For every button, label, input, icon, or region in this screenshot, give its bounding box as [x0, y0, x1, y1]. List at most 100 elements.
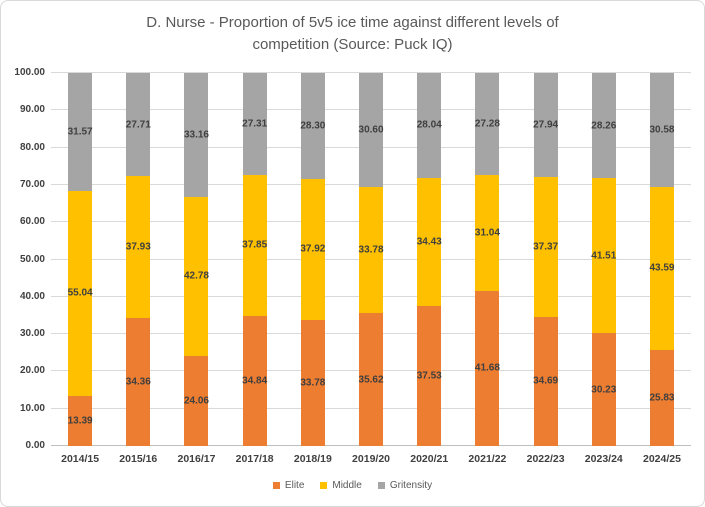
- bar-segment-label: 31.57: [67, 126, 93, 138]
- bar-segment-elite: 34.36: [125, 317, 151, 446]
- x-tick-label: 2024/25: [642, 453, 681, 465]
- bar-segment-label: 41.68: [474, 362, 500, 374]
- bar-stack: 35.62 33.78 30.60: [358, 73, 384, 446]
- bar-segment-gritensity: 27.28: [474, 73, 500, 175]
- plot-area: 13.39 55.04 31.57 34.36 37.93 27.71 24.06 42.78…: [51, 72, 691, 446]
- legend-label: Middle: [332, 480, 362, 491]
- bar-segment-elite: 30.23: [591, 333, 617, 446]
- bar-segment-middle: 37.37: [533, 177, 559, 317]
- bar-segment-gritensity: 28.26: [591, 73, 617, 179]
- legend-label: Gritensity: [389, 480, 433, 491]
- bar-column: 37.53 34.43 28.04: [400, 73, 458, 446]
- bar-stack: 34.36 37.93 27.71: [125, 73, 151, 446]
- bar-segment-label: 34.36: [125, 376, 151, 388]
- bar-segment-elite: 13.39: [67, 396, 93, 446]
- bar-segment-middle: 37.92: [300, 178, 326, 321]
- bar-segment-label: 30.58: [649, 124, 675, 136]
- bar-column: 30.23 41.51 28.26: [575, 73, 633, 446]
- bar-column: 41.68 31.04 27.28: [458, 73, 516, 446]
- legend-item-elite: Elite: [272, 480, 305, 491]
- bar-column: 33.78 37.92 28.30: [284, 73, 342, 446]
- bar-segment-label: 37.85: [242, 239, 268, 251]
- bar-segment-elite: 24.06: [183, 356, 209, 446]
- y-tick-label: 90.00: [19, 104, 45, 116]
- bar-segment-label: 34.69: [533, 375, 559, 387]
- bar-segment-gritensity: 27.94: [533, 73, 559, 178]
- bar-stack: 37.53 34.43 28.04: [416, 73, 442, 446]
- y-tick-label: 0.00: [25, 440, 45, 451]
- bar-segment-middle: 41.51: [591, 178, 617, 334]
- bar-column: 13.39 55.04 31.57: [51, 73, 109, 446]
- bar-segment-gritensity: 33.16: [183, 73, 209, 197]
- x-tick-label: 2019/20: [352, 453, 391, 465]
- bar-segment-label: 31.04: [474, 227, 500, 239]
- legend-item-gritensity: Gritensity: [377, 480, 433, 491]
- bar-segment-middle: 37.85: [242, 174, 268, 317]
- bar-segment-gritensity: 30.58: [649, 73, 675, 188]
- y-tick-label: 30.00: [19, 328, 45, 340]
- bar-segment-label: 30.23: [591, 384, 617, 396]
- bar-column: 24.06 42.78 33.16: [167, 73, 225, 446]
- x-tick-label: 2015/16: [119, 453, 158, 465]
- bar-column: 25.83 43.59 30.58: [633, 73, 691, 446]
- bar-segment-middle: 43.59: [649, 187, 674, 350]
- bar-stack: 30.23 41.51 28.26: [591, 73, 617, 446]
- bar-segment-label: 25.83: [649, 392, 675, 404]
- bar-segment-label: 37.53: [416, 370, 442, 382]
- bar-segment-gritensity: 28.30: [300, 73, 325, 179]
- bar-stack: 41.68 31.04 27.28: [474, 73, 500, 446]
- bar-segment-elite: 25.83: [649, 349, 675, 446]
- bar-segment-label: 27.28: [474, 118, 500, 130]
- bar-segment-label: 34.43: [416, 236, 442, 248]
- legend-marker-icon: [377, 482, 385, 489]
- y-tick-label: 70.00: [19, 178, 45, 190]
- bar-stack: 34.84 37.85 27.31: [242, 73, 268, 446]
- bar-segment-label: 30.60: [358, 124, 384, 136]
- bar-segment-label: 42.78: [183, 270, 209, 282]
- bar-segment-label: 13.39: [67, 415, 93, 427]
- bar-segment-label: 33.16: [183, 129, 209, 141]
- bar-segment-middle: 42.78: [183, 196, 209, 357]
- bar-segment-label: 27.71: [125, 119, 151, 131]
- bar-segment-gritensity: 28.04: [417, 73, 442, 178]
- bar-stack: 34.69 37.37 27.94: [533, 73, 559, 446]
- bar-segment-gritensity: 27.31: [242, 73, 267, 175]
- bar-segment-label: 37.92: [300, 243, 326, 255]
- x-tick-label: 2021/22: [468, 453, 507, 465]
- legend-marker-icon: [272, 482, 280, 489]
- chart-title-line-2: competition (Source: Puck IQ): [252, 36, 453, 53]
- bar-segment-elite: 33.78: [300, 320, 326, 446]
- bar-segment-label: 37.93: [125, 241, 151, 253]
- x-tick-label: 2017/18: [235, 453, 274, 465]
- x-tick-label: 2022/23: [526, 453, 565, 465]
- y-tick-label: 100.00: [14, 67, 45, 78]
- x-tick-label: 2020/21: [410, 453, 449, 465]
- x-tick-label: 2018/19: [293, 453, 332, 465]
- bar-segment-label: 35.62: [358, 374, 384, 386]
- legend-label: Elite: [284, 480, 305, 491]
- y-tick-label: 20.00: [19, 365, 45, 377]
- bar-segment-elite: 41.68: [474, 290, 500, 446]
- bar-segment-label: 37.37: [533, 241, 559, 253]
- chart-title: D. Nurse - Proportion of 5v5 ice time ag…: [1, 12, 704, 56]
- bar-segment-label: 41.51: [591, 250, 617, 262]
- y-tick-label: 40.00: [19, 290, 45, 302]
- bar-segment-middle: 31.04: [474, 174, 500, 291]
- bar-stack: 13.39 55.04 31.57: [67, 73, 93, 446]
- bar-segment-elite: 34.84: [242, 316, 268, 446]
- legend: Elite Middle Gritensity: [1, 480, 704, 491]
- bar-segment-label: 28.26: [591, 120, 617, 132]
- bar-segment-label: 33.78: [358, 244, 384, 256]
- x-tick-label: 2023/24: [584, 453, 623, 465]
- y-tick-label: 60.00: [19, 216, 45, 228]
- bar-segment-label: 27.94: [533, 119, 559, 131]
- x-tick-label: 2016/17: [177, 453, 216, 465]
- bar-column: 35.62 33.78 30.60: [342, 73, 400, 446]
- bar-segment-middle: 34.43: [416, 177, 442, 307]
- bar-columns: 13.39 55.04 31.57 34.36 37.93 27.71 24.06 42.78…: [51, 73, 691, 446]
- bar-segment-label: 33.78: [300, 377, 326, 389]
- bar-segment-middle: 55.04: [68, 190, 93, 397]
- legend-marker-icon: [320, 482, 328, 489]
- bar-segment-label: 34.84: [242, 375, 268, 387]
- bar-segment-label: 24.06: [183, 395, 209, 407]
